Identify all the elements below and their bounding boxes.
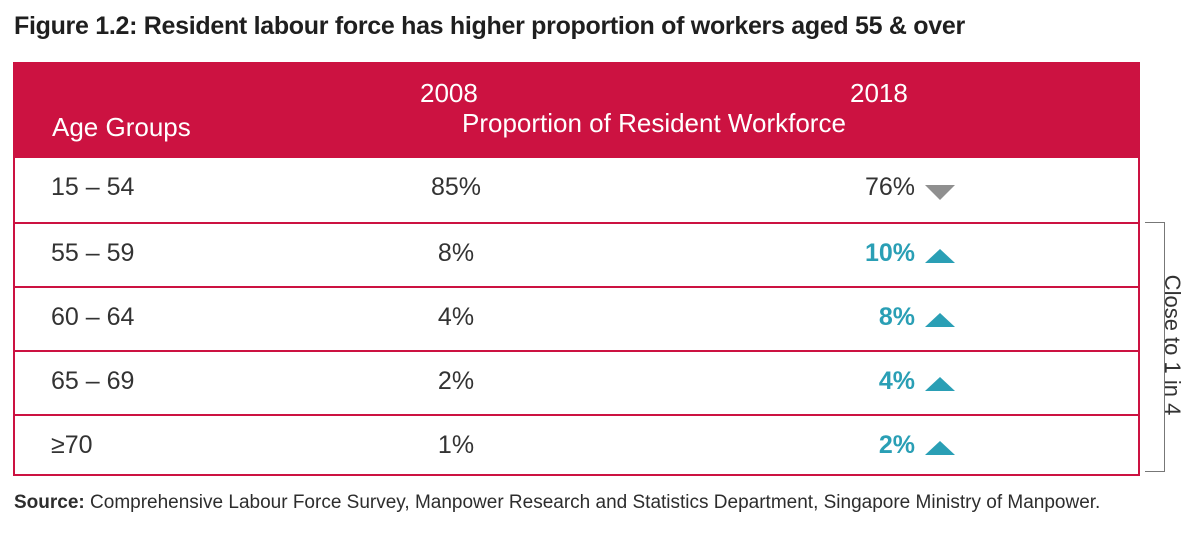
table-header: Age Groups 2008 2018 Proportion of Resid…: [15, 64, 1138, 158]
value-2008-cell: 85%: [430, 173, 482, 201]
header-2008: 2008: [420, 78, 478, 108]
arrow-up-icon: [925, 313, 955, 327]
value-2008-cell: 8%: [437, 239, 475, 267]
value-2018-cell: 2%: [878, 431, 915, 459]
arrow-up-icon: [925, 441, 955, 455]
arrow-down-icon: [925, 185, 955, 200]
arrow-up-icon: [925, 249, 955, 263]
source-label: Source:: [14, 492, 85, 513]
age-group-cell: 55 – 59: [51, 239, 135, 267]
bracket: [1145, 222, 1165, 472]
header-age-groups: Age Groups: [52, 112, 191, 142]
table-row: 60 – 64 4% 8%: [15, 286, 1138, 349]
value-2018-cell: 76%: [864, 173, 915, 201]
value-2018-cell: 10%: [864, 239, 915, 267]
arrow-up-icon: [925, 377, 955, 391]
header-proportion: Proportion of Resident Workforce: [462, 108, 846, 138]
source-note: Source: Comprehensive Labour Force Surve…: [14, 490, 1154, 516]
age-group-cell: ≥70: [51, 431, 93, 459]
header-2018: 2018: [850, 78, 908, 108]
table-row: 65 – 69 2% 4%: [15, 350, 1138, 413]
figure-title: Figure 1.2: Resident labour force has hi…: [14, 12, 965, 40]
value-2008-cell: 2%: [437, 367, 475, 395]
age-group-cell: 65 – 69: [51, 367, 135, 395]
source-text: Comprehensive Labour Force Survey, Manpo…: [90, 492, 1101, 513]
age-group-cell: 60 – 64: [51, 303, 135, 331]
data-table: Age Groups 2008 2018 Proportion of Resid…: [13, 62, 1140, 476]
value-2008-cell: 4%: [437, 303, 475, 331]
value-2018-cell: 8%: [878, 303, 915, 331]
table-row: 15 – 54 85% 76%: [15, 158, 1138, 221]
table-row: 55 – 59 8% 10%: [15, 222, 1138, 285]
value-2008-cell: 1%: [437, 431, 475, 459]
age-group-cell: 15 – 54: [51, 173, 135, 201]
value-2018-cell: 4%: [878, 367, 915, 395]
table-row: ≥70 1% 2%: [15, 414, 1138, 477]
bracket-annotation: Close to 1 in 4: [1160, 274, 1185, 416]
